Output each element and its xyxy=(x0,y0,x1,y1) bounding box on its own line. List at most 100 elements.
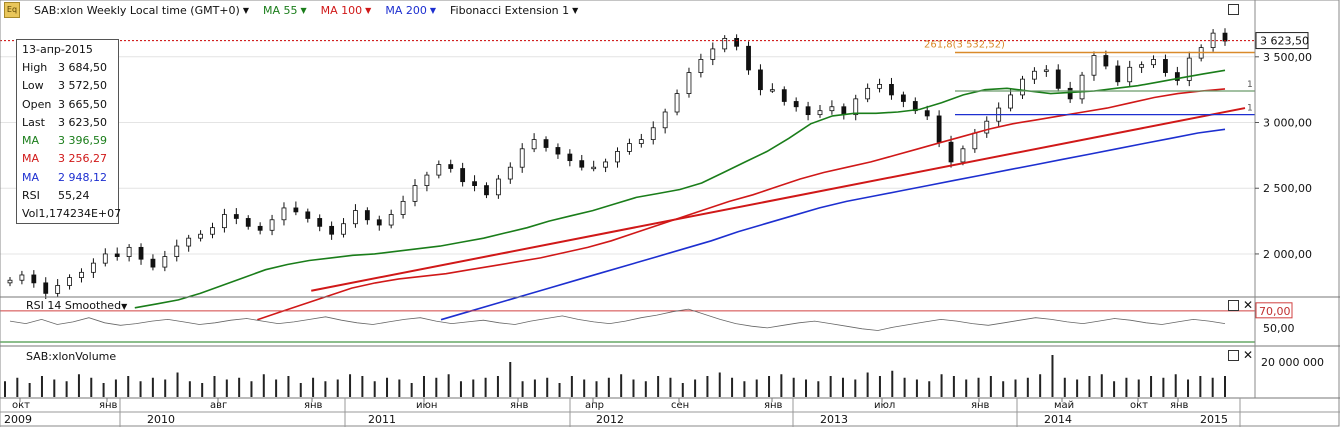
candle-body xyxy=(1151,59,1156,66)
candle-body xyxy=(1091,55,1097,76)
volume-bar xyxy=(472,379,475,397)
candle-body xyxy=(960,148,966,163)
volume-bar xyxy=(127,376,130,397)
candle-body xyxy=(710,48,716,60)
candle-body xyxy=(329,225,335,235)
volume-bar xyxy=(841,377,844,397)
info-label: RSI xyxy=(22,189,40,203)
candle-body xyxy=(1008,94,1013,109)
volume-bar xyxy=(657,376,660,397)
x-month-label: апр xyxy=(585,400,604,411)
x-month-label: янв xyxy=(304,400,323,411)
volume-bar xyxy=(669,377,672,397)
candle-body xyxy=(472,181,477,187)
last-price-box xyxy=(1255,32,1309,50)
candle-body xyxy=(1174,72,1180,81)
symbol-selector[interactable]: SAB:xlon Weekly Local time (GMT+0) ▼ xyxy=(34,4,249,17)
y-tick-label: 2 000,00 xyxy=(1263,248,1312,261)
candle-body xyxy=(853,98,859,116)
study-selector[interactable]: Fibonacci Extension 1 ▼ xyxy=(450,4,578,17)
info-value: 3 684,50 xyxy=(58,60,107,74)
candle-body xyxy=(1139,64,1145,68)
volume-bar xyxy=(805,379,808,397)
volume-bar xyxy=(53,379,56,397)
x-month-label: май xyxy=(1054,400,1074,411)
candle-body xyxy=(936,115,942,143)
x-month-label: окт xyxy=(1130,400,1148,411)
candle-body xyxy=(1079,74,1085,100)
volume-bar xyxy=(915,379,918,397)
info-row: Vol 1,174234E+07 xyxy=(17,205,121,223)
x-month-label: сен xyxy=(671,400,689,411)
volume-bar xyxy=(1224,376,1226,397)
volume-bar xyxy=(201,383,204,397)
volume-bar xyxy=(1162,377,1165,397)
ma100-selector[interactable]: MA 100 ▼ xyxy=(321,4,372,17)
info-value: 3 396,59 xyxy=(58,134,107,148)
ma55-line xyxy=(134,69,1226,309)
volume-bar xyxy=(903,377,906,397)
info-label: Open xyxy=(22,97,52,111)
candle-body xyxy=(305,211,311,219)
dropdown-arrow-icon: ▼ xyxy=(365,5,372,15)
volume-bar xyxy=(225,379,228,397)
candle-body xyxy=(436,164,442,176)
candle-body xyxy=(1186,57,1192,81)
info-row: MA 2 948,12 xyxy=(17,168,118,186)
candle-body xyxy=(1032,70,1037,80)
candle-body xyxy=(43,282,49,294)
volume-bar xyxy=(546,377,549,397)
candle-body xyxy=(150,258,156,268)
info-row: Last 3 623,50 xyxy=(17,113,118,131)
candle-body xyxy=(841,106,847,116)
ma55-selector[interactable]: MA 55 ▼ xyxy=(263,4,307,17)
maximize-volume-button[interactable] xyxy=(1228,350,1239,361)
rsi-title[interactable]: RSI 14 Smoothed▼ xyxy=(26,299,127,312)
candle-body xyxy=(222,214,227,229)
volume-bar xyxy=(1088,376,1091,397)
candle-body xyxy=(519,148,525,168)
candle-body xyxy=(758,69,763,91)
candle-body xyxy=(484,185,489,196)
candle-body xyxy=(1127,66,1133,83)
fib-label: 261,8(3 532,52) xyxy=(924,40,1005,51)
candle-body xyxy=(79,271,84,279)
volume-bar xyxy=(1174,374,1177,397)
volume-bar xyxy=(1125,377,1128,397)
volume-bar xyxy=(780,374,783,397)
info-value: 3 665,50 xyxy=(58,97,107,111)
volume-bar xyxy=(1076,379,1079,397)
candle-body xyxy=(233,214,239,219)
candle-body xyxy=(591,166,597,170)
volume-bar xyxy=(1039,374,1042,397)
candle-body xyxy=(353,210,358,225)
candle-body xyxy=(686,72,692,94)
x-month-label: янв xyxy=(1170,400,1189,411)
volume-bar xyxy=(250,381,253,397)
candle-body xyxy=(138,246,144,260)
candle-body xyxy=(19,274,25,281)
chart-logo-icon[interactable]: Eq xyxy=(4,2,20,18)
volume-bar xyxy=(1002,381,1005,397)
close-volume-icon[interactable]: ✕ xyxy=(1243,348,1254,362)
volume-bar xyxy=(1187,379,1190,397)
volume-bar xyxy=(1026,377,1029,397)
volume-bar xyxy=(718,372,721,397)
candle-body xyxy=(1043,69,1049,72)
volume-bar xyxy=(644,381,647,397)
ma100-line xyxy=(257,88,1226,321)
ma200-selector[interactable]: MA 200 ▼ xyxy=(385,4,436,17)
maximize-main-button[interactable] xyxy=(1228,4,1239,15)
candle-body xyxy=(162,256,168,268)
candle-body xyxy=(734,38,740,47)
candle-body xyxy=(746,45,751,71)
symbol-label: SAB:xlon Weekly Local time (GMT+0) xyxy=(34,3,240,17)
dropdown-arrow-icon: ▼ xyxy=(242,5,249,15)
volume-bar xyxy=(361,376,364,397)
maximize-rsi-button[interactable] xyxy=(1228,300,1239,311)
candle-body xyxy=(495,178,501,196)
candle-body xyxy=(877,84,882,89)
close-rsi-icon[interactable]: ✕ xyxy=(1243,298,1254,312)
info-value: 55,24 xyxy=(58,189,90,203)
